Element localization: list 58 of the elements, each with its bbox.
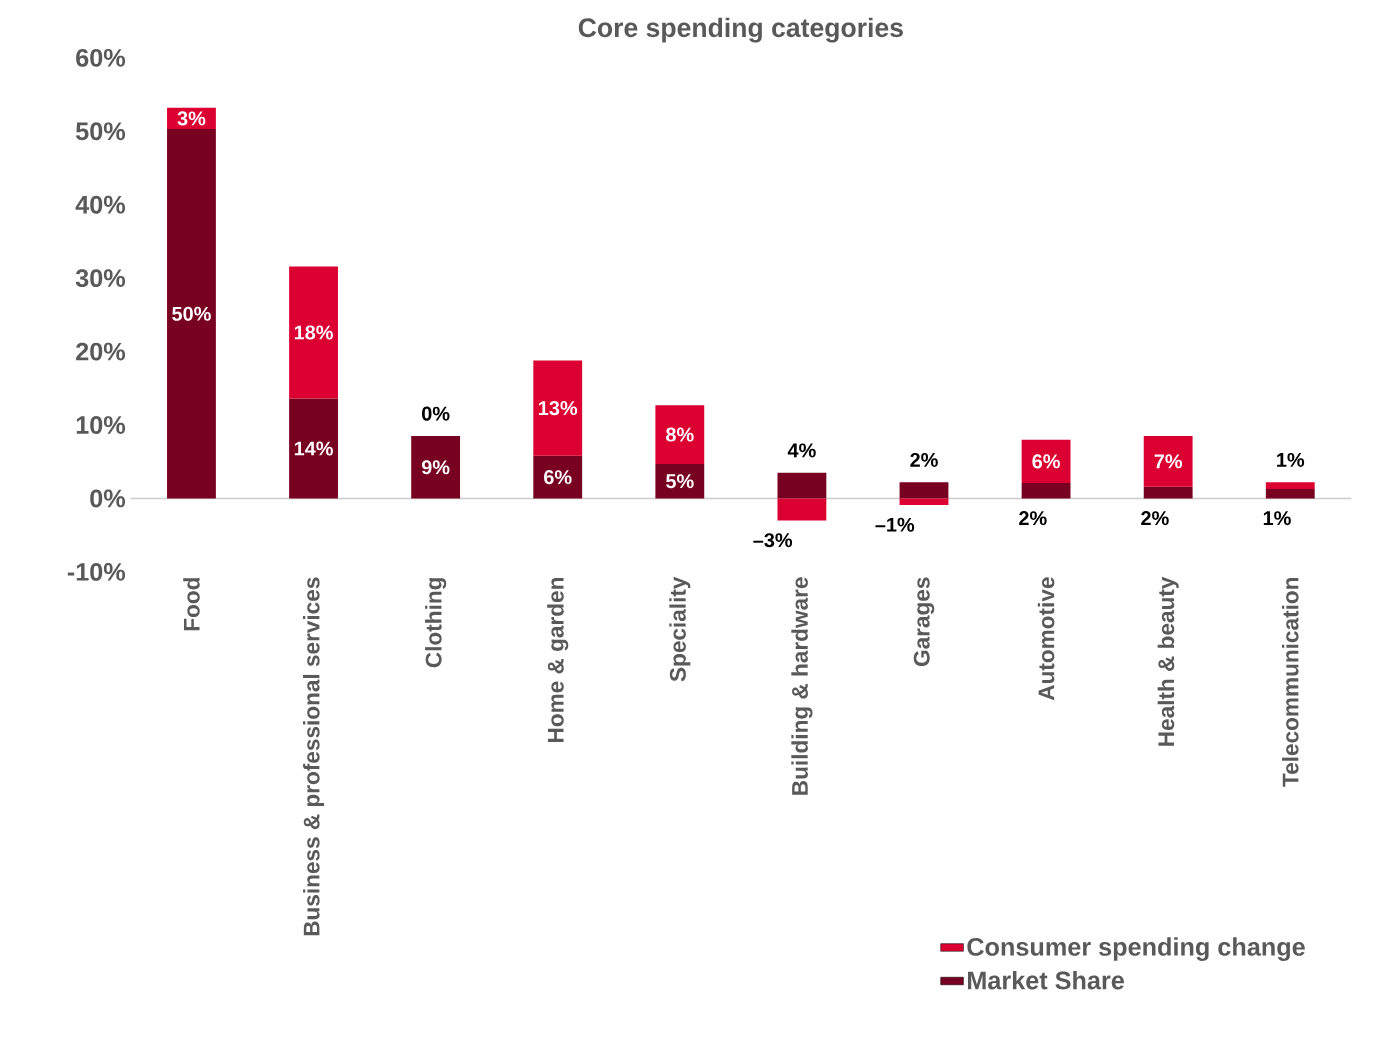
bar xyxy=(1021,439,1071,484)
data-label: 4% xyxy=(787,443,816,458)
y-tick-label: 0% xyxy=(90,489,126,508)
y-tick-label: 50% xyxy=(75,122,126,141)
data-label: –3% xyxy=(753,533,793,548)
x-tick-label: Clothing xyxy=(425,578,447,668)
y-tick-label: 20% xyxy=(76,342,126,361)
x-tick-label: Garages xyxy=(913,577,935,667)
data-label: 1% xyxy=(1263,511,1291,526)
y-tick-label: 10% xyxy=(76,416,126,434)
x-tick-label: Business & professional services xyxy=(303,577,325,936)
data-label: 3% xyxy=(177,111,206,126)
bar xyxy=(777,472,827,499)
chart-title: Core spending categories xyxy=(578,17,903,43)
data-label: 9% xyxy=(421,460,450,475)
x-tick-label: Health & beauty xyxy=(1157,576,1179,746)
bar xyxy=(777,498,827,521)
data-label: 8% xyxy=(666,427,694,442)
y-tick-label: -10% xyxy=(67,562,126,581)
bar xyxy=(533,455,583,499)
data-label: 6% xyxy=(544,470,572,485)
data-label: 1% xyxy=(1277,452,1305,467)
data-label: 2% xyxy=(910,452,938,467)
data-label: 14% xyxy=(294,441,333,456)
bar xyxy=(899,498,949,506)
bar xyxy=(1143,436,1193,487)
data-label: 0% xyxy=(422,406,450,421)
x-tick-label: Speciality xyxy=(669,576,691,682)
bar xyxy=(1265,482,1315,489)
x-tick-label: Food xyxy=(183,578,200,631)
data-label: 5% xyxy=(666,474,694,489)
data-label: –1% xyxy=(875,517,915,532)
data-label: 2% xyxy=(1141,511,1169,526)
bar xyxy=(167,129,216,499)
bar xyxy=(289,398,338,499)
data-label: 6% xyxy=(1032,454,1060,469)
x-tick-label: Home & garden xyxy=(547,578,569,742)
data-label: 13% xyxy=(539,401,578,416)
bar xyxy=(533,360,583,456)
bar xyxy=(1021,483,1071,499)
bar xyxy=(289,266,338,399)
data-label: 7% xyxy=(1154,454,1183,469)
bar xyxy=(1265,488,1315,499)
x-tick-label: Automotive xyxy=(1037,577,1055,701)
bar xyxy=(411,436,461,499)
bar xyxy=(1143,486,1193,499)
bar xyxy=(655,405,705,464)
data-label: 18% xyxy=(294,325,333,340)
bar xyxy=(899,482,949,499)
data-label: 50% xyxy=(172,306,211,321)
legend-label: Consumer spending change xyxy=(967,937,1305,961)
y-tick-label: 30% xyxy=(75,269,126,288)
y-tick-label: 60% xyxy=(76,48,126,67)
legend-label: Market Share xyxy=(968,970,1124,990)
data-label: 2% xyxy=(1019,511,1047,526)
x-tick-label: Building & hardware xyxy=(791,577,813,795)
y-tick-label: 40% xyxy=(75,195,126,214)
x-tick-label: Telecommunication xyxy=(1281,577,1299,787)
